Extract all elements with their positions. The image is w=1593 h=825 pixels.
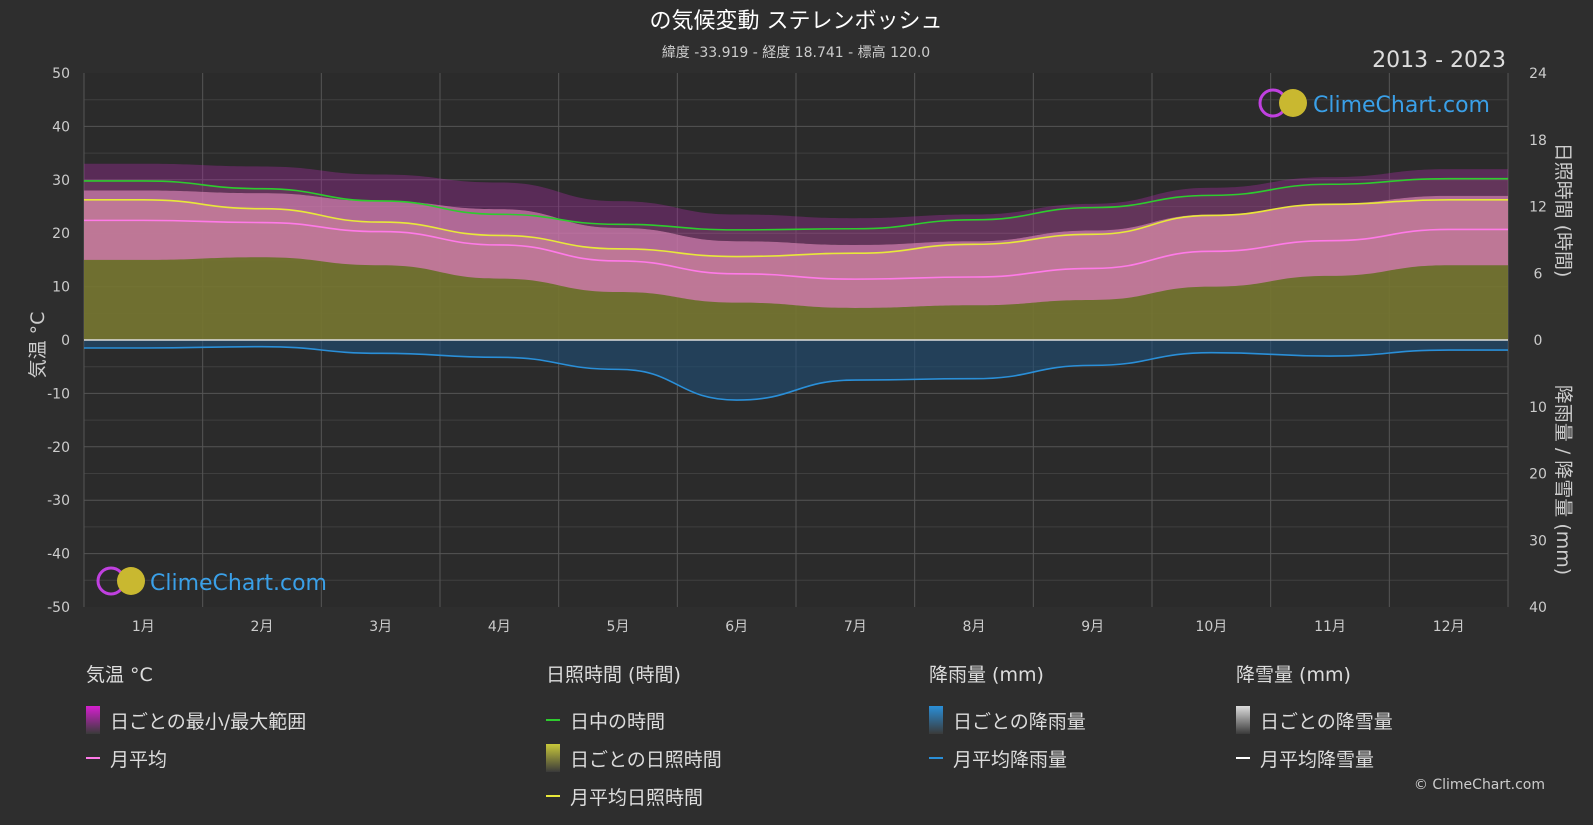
legend-swatch xyxy=(1236,757,1250,759)
legend-heading: 日照時間 (時間) xyxy=(546,664,681,686)
month-tick-label: 4月 xyxy=(488,619,511,635)
watermark-text: ClimeChart.com xyxy=(150,571,327,596)
legend-item: 日中の時間 xyxy=(546,701,722,739)
climate-chart: の気候変動 ステレンボッシュ 緯度 -33.919 - 経度 18.741 - … xyxy=(27,9,1574,635)
temperature-tick-label: 50 xyxy=(52,66,70,82)
legend-label: 日ごとの最小/最大範囲 xyxy=(110,710,307,733)
month-tick-label: 5月 xyxy=(607,619,630,635)
month-tick-label: 12月 xyxy=(1433,619,1465,635)
legend-heading: 降雪量 (mm) xyxy=(1236,664,1351,686)
legend-item: 月平均降雨量 xyxy=(929,739,1086,777)
temperature-tick-label: -40 xyxy=(47,547,70,563)
legend-label: 日中の時間 xyxy=(570,710,666,733)
legend-item: 日ごとの日照時間 xyxy=(546,739,722,777)
sunshine-axis-label: 日照時間 (時間) xyxy=(1552,143,1574,278)
temperature-tick-label: -20 xyxy=(47,440,70,456)
month-tick-label: 3月 xyxy=(369,619,392,635)
watermark-top: ClimeChart.com xyxy=(1258,88,1490,118)
legend-label: 月平均降雪量 xyxy=(1260,748,1375,771)
temperature-tick-label: 10 xyxy=(52,280,70,296)
month-tick-label: 8月 xyxy=(963,619,986,635)
temperature-range-band xyxy=(84,190,1508,308)
copyright: © ClimeChart.com xyxy=(1413,777,1545,793)
legend-swatch xyxy=(86,706,100,734)
legend-swatch xyxy=(1236,706,1250,734)
logo-sun-icon xyxy=(1279,89,1307,117)
watermark-text: ClimeChart.com xyxy=(1313,93,1490,118)
temperature-tick-label: -30 xyxy=(47,493,70,509)
sunshine-tick-label: 6 xyxy=(1534,266,1543,282)
legend-swatch xyxy=(86,757,100,759)
legend-group: 降雪量 (mm) 日ごとの降雪量 月平均降雪量 xyxy=(1236,660,1393,777)
legend-label: 月平均降雨量 xyxy=(953,748,1068,771)
legend-label: 日ごとの日照時間 xyxy=(570,748,722,771)
watermark-bottom: ClimeChart.com xyxy=(96,566,327,596)
sunshine-tick-label: 24 xyxy=(1529,66,1547,82)
legend-swatch xyxy=(546,795,560,797)
precip-axis-label: 降雨量 / 降雪量 (mm) xyxy=(1552,385,1574,575)
month-tick-label: 9月 xyxy=(1081,619,1104,635)
logo-sun-icon xyxy=(117,567,145,595)
legend-item: 日ごとの最小/最大範囲 xyxy=(86,701,306,739)
sunshine-avg-line xyxy=(83,199,1508,258)
sunshine-tick-label: 0 xyxy=(1534,333,1543,349)
legend-item: 月平均日照時間 xyxy=(546,777,722,815)
temperature-tick-label: -50 xyxy=(47,600,70,616)
legend-label: 月平均日照時間 xyxy=(570,786,704,809)
precip-tick-label: 10 xyxy=(1529,400,1547,416)
chart-subtitle: 緯度 -33.919 - 経度 18.741 - 標高 120.0 xyxy=(662,44,930,61)
temperature-tick-label: 0 xyxy=(61,333,70,349)
temperature-tick-label: 20 xyxy=(52,226,70,242)
month-tick-label: 1月 xyxy=(132,619,155,635)
temperature-tick-label: -10 xyxy=(47,386,70,402)
precip-tick-label: 30 xyxy=(1529,533,1547,549)
temperature-tick-label: 30 xyxy=(52,173,70,189)
month-tick-label: 2月 xyxy=(251,619,274,635)
legend-label: 日ごとの降雪量 xyxy=(1260,710,1393,733)
legend-label: 日ごとの降雨量 xyxy=(953,710,1086,733)
legend-swatch xyxy=(546,744,560,772)
legend-item: 日ごとの降雨量 xyxy=(929,701,1086,739)
temperature-tick-label: 40 xyxy=(52,119,70,135)
sunshine-tick-label: 18 xyxy=(1529,133,1547,149)
legend-swatch xyxy=(929,757,943,759)
legend-item: 月平均 xyxy=(86,739,306,777)
legend-item: 日ごとの降雪量 xyxy=(1236,701,1393,739)
legend-label: 月平均 xyxy=(110,748,168,771)
legend-item: 月平均降雪量 xyxy=(1236,739,1393,777)
precip-tick-label: 40 xyxy=(1529,600,1547,616)
precip-tick-label: 20 xyxy=(1529,467,1547,483)
legend-heading: 降雨量 (mm) xyxy=(929,664,1044,686)
month-tick-label: 7月 xyxy=(844,619,867,635)
year-range: 2013 - 2023 xyxy=(1372,48,1506,73)
legend-heading: 気温 °C xyxy=(86,664,153,686)
month-tick-label: 11月 xyxy=(1314,619,1346,635)
month-tick-label: 6月 xyxy=(725,619,748,635)
temperature-max-fringe xyxy=(84,163,1508,245)
legend-group: 気温 °C 日ごとの最小/最大範囲 月平均 xyxy=(86,660,306,777)
legend-swatch xyxy=(929,706,943,734)
daylight-line xyxy=(83,177,1508,231)
legend-group: 日照時間 (時間) 日中の時間日ごとの日照時間 月平均日照時間 xyxy=(546,660,722,815)
temperature-avg-line xyxy=(84,219,1508,280)
chart-title: の気候変動 ステレンボッシュ xyxy=(650,9,943,34)
rain-avg-line xyxy=(83,345,1508,401)
plot-area xyxy=(83,73,1509,607)
month-tick-label: 10月 xyxy=(1195,619,1227,635)
temperature-axis-label: 気温 °C xyxy=(27,312,49,379)
legend-swatch xyxy=(546,719,560,721)
legend-group: 降雨量 (mm) 日ごとの降雨量 月平均降雨量 xyxy=(929,660,1086,777)
sunshine-tick-label: 12 xyxy=(1529,200,1547,216)
